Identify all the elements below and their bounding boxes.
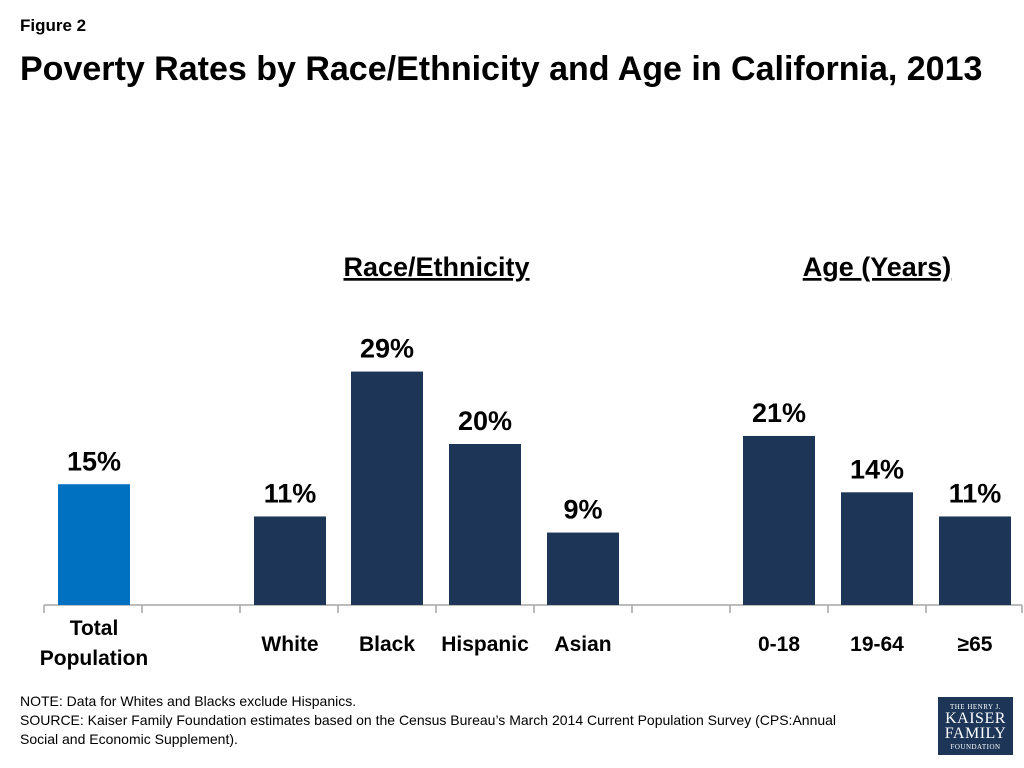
bar-value-label: 29% [360, 334, 414, 364]
page-title: Poverty Rates by Race/Ethnicity and Age … [20, 50, 983, 88]
category-label: ≥65 [958, 633, 993, 656]
bar [939, 516, 1011, 605]
category-label: 19-64 [850, 633, 904, 656]
bar-chart: 15% Total Population 11% White 29% Black 20% His… [40, 252, 1023, 670]
source-line: SOURCE: Kaiser Family Foundation estimat… [20, 712, 837, 728]
logo-line-1: THE HENRY J. [949, 703, 1002, 711]
bar [58, 484, 130, 605]
group-header: Age (Years) [803, 252, 952, 282]
bar-value-label: 9% [563, 495, 602, 525]
category-label: Total [70, 617, 119, 640]
kff-logo: THE HENRY J. KAISER FAMILY FOUNDATION [938, 697, 1013, 755]
category-label: 0-18 [758, 633, 800, 656]
bar [254, 516, 326, 605]
bar [547, 532, 619, 605]
bar [743, 435, 815, 605]
logo-line-2: KAISER [945, 710, 1006, 727]
category-label: Hispanic [441, 633, 529, 656]
bar-value-label: 20% [458, 406, 512, 436]
bar [449, 444, 521, 605]
group-header: Race/Ethnicity [343, 252, 529, 282]
figure-label: Figure 2 [20, 16, 87, 35]
category-label: Population [40, 647, 149, 670]
logo-line-3: FAMILY [944, 725, 1007, 742]
category-label: Black [359, 633, 415, 656]
category-label: Asian [554, 633, 611, 656]
category-label: White [261, 633, 318, 656]
bar-value-label: 21% [752, 398, 806, 428]
bar-value-label: 11% [949, 478, 1002, 508]
bar-value-label: 14% [850, 454, 904, 484]
source-line-continued: Social and Economic Supplement). [20, 731, 238, 747]
logo-line-4: FOUNDATION [950, 743, 1001, 751]
bar-value-label: 15% [67, 446, 121, 476]
bar [841, 492, 913, 605]
bar [351, 371, 423, 605]
chart-notes: NOTE: Data for Whites and Blacks exclude… [20, 692, 930, 749]
note-line: NOTE: Data for Whites and Blacks exclude… [20, 693, 357, 709]
bar-value-label: 11% [264, 478, 317, 508]
